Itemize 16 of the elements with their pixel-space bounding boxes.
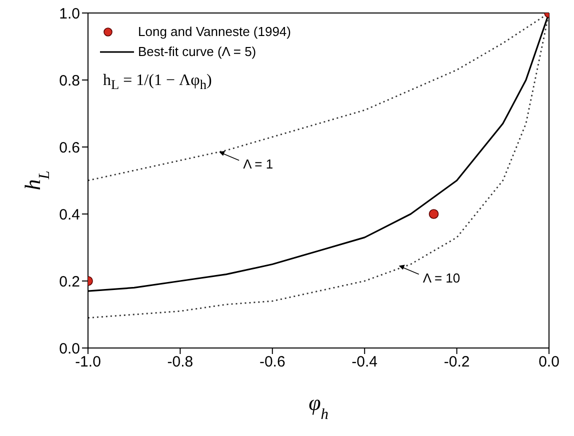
- annotation: Λ = 1: [243, 156, 274, 172]
- annotation: h$_{L}$ = 1/(1 − Λφ$_{h}$): [103, 72, 212, 94]
- y-tick-label: 0.2: [59, 273, 80, 290]
- x-axis-title: φ$_{h}$: [308, 390, 329, 422]
- legend-label: Long and Vanneste (1994): [138, 23, 291, 41]
- x-tick-label: 0.0: [538, 354, 560, 371]
- x-tick-label: -0.2: [444, 354, 470, 371]
- legend-label: Best-fit curve (Λ = 5): [138, 43, 256, 61]
- x-tick-label: -0.8: [167, 354, 194, 371]
- x-tick-label: -0.4: [352, 354, 378, 371]
- x-tick-label: -0.6: [259, 354, 286, 371]
- y-tick-label: 0.4: [59, 206, 80, 224]
- y-tick-label: 0.8: [59, 72, 80, 90]
- y-tick-label: 0.6: [59, 139, 80, 156]
- annotation: Λ = 10: [422, 270, 460, 286]
- y-tick-label: 1.0: [59, 5, 80, 22]
